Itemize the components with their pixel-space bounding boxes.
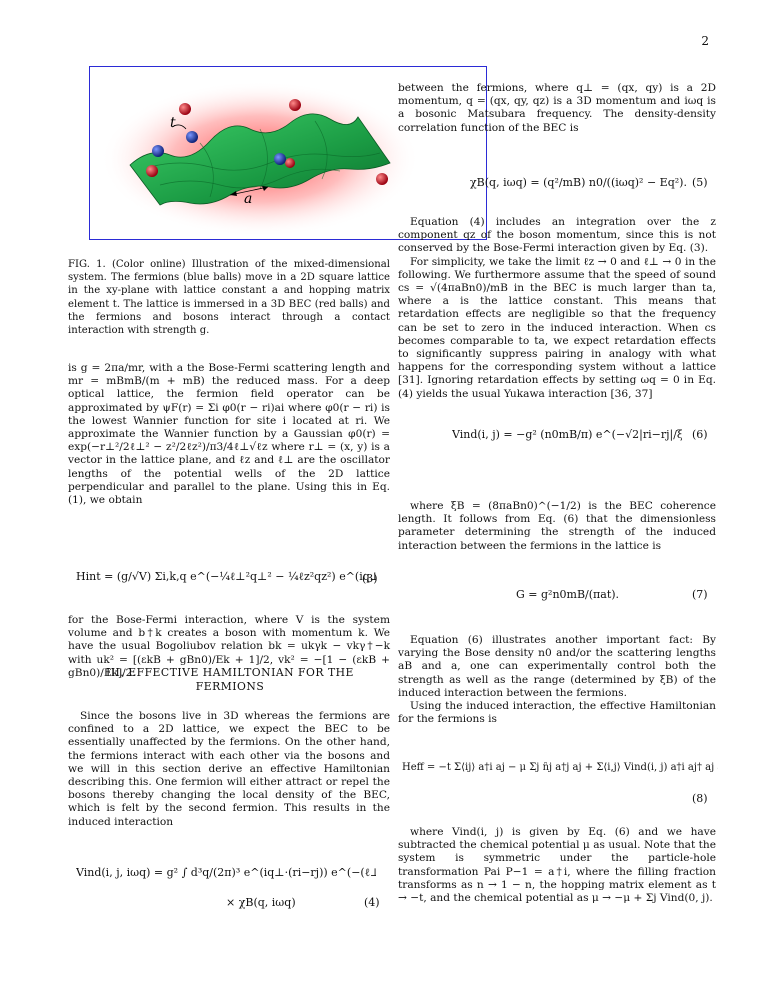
equation-number: (4)	[364, 896, 380, 909]
equation-number: (5)	[692, 176, 708, 189]
boson-ball	[179, 103, 191, 115]
equation-5: χB(q, iωq) = (q²/mB) n0/((iωq)² − Eq²).	[470, 176, 687, 189]
paragraph: For simplicity, we take the limit ℓz → 0…	[398, 255, 716, 400]
equation-6: Vind(i, j) = −g² (n0mB/π) e^(−√2|ri−rj|/…	[452, 428, 682, 441]
paragraph: between the fermions, where q⊥ = (qx, qy…	[398, 82, 716, 134]
figure-caption: FIG. 1. (Color online) Illustration of t…	[68, 259, 390, 337]
section-heading: III. EFFECTIVE HAMILTONIAN FOR THE FERMI…	[106, 666, 354, 693]
fermion-ball	[274, 153, 286, 165]
equation-8: Heff = −t Σ⟨ij⟩ a†i aj − μ Σj n̂j a†j aj…	[402, 762, 718, 773]
boson-ball	[376, 173, 388, 185]
paragraph: Using the induced interaction, the effec…	[398, 700, 716, 726]
boson-ball	[289, 99, 301, 111]
equation-number: (7)	[692, 588, 708, 601]
equation-3: Hint = (g/√V) Σi,k,q e^(−¼ℓ⊥²q⊥² − ¼ℓz²q…	[76, 570, 376, 583]
lattice-illustration: t a	[100, 81, 420, 237]
paragraph: Since the bosons live in 3D whereas the …	[68, 710, 390, 828]
paragraph: for the Bose-Fermi interaction, where V …	[68, 614, 390, 679]
boson-ball	[285, 158, 295, 168]
paragraph: Equation (6) illustrates another importa…	[398, 634, 716, 699]
label-t: t	[170, 115, 176, 131]
equation-4-line-2: × χB(q, iωq)	[226, 896, 296, 909]
paragraph: where ξB = (8πaBn0)^(−1/2) is the BEC co…	[398, 500, 716, 552]
page-number: 2	[701, 34, 709, 48]
figure-1: t a	[89, 66, 487, 240]
equation-number: (8)	[692, 792, 708, 805]
lattice-surface	[129, 113, 391, 206]
equation-number: (6)	[692, 428, 708, 441]
equation-number: (3)	[362, 572, 378, 585]
label-a: a	[244, 191, 252, 207]
equation-7: G = g²n0mB/(πat).	[516, 588, 620, 601]
hopping-arrow	[171, 124, 187, 130]
paragraph: Equation (4) includes an integration ove…	[398, 216, 716, 255]
equation-4-line-1: Vind(i, j, iωq) = g² ∫ d³q/(2π)³ e^(iq⊥·…	[76, 866, 376, 879]
boson-ball	[146, 165, 158, 177]
fermion-ball	[152, 145, 164, 157]
paragraph: is g = 2πa/mr, with a the Bose-Fermi sca…	[68, 362, 390, 507]
fermion-ball	[186, 131, 198, 143]
paragraph: where Vind(i, j) is given by Eq. (6) and…	[398, 826, 716, 905]
